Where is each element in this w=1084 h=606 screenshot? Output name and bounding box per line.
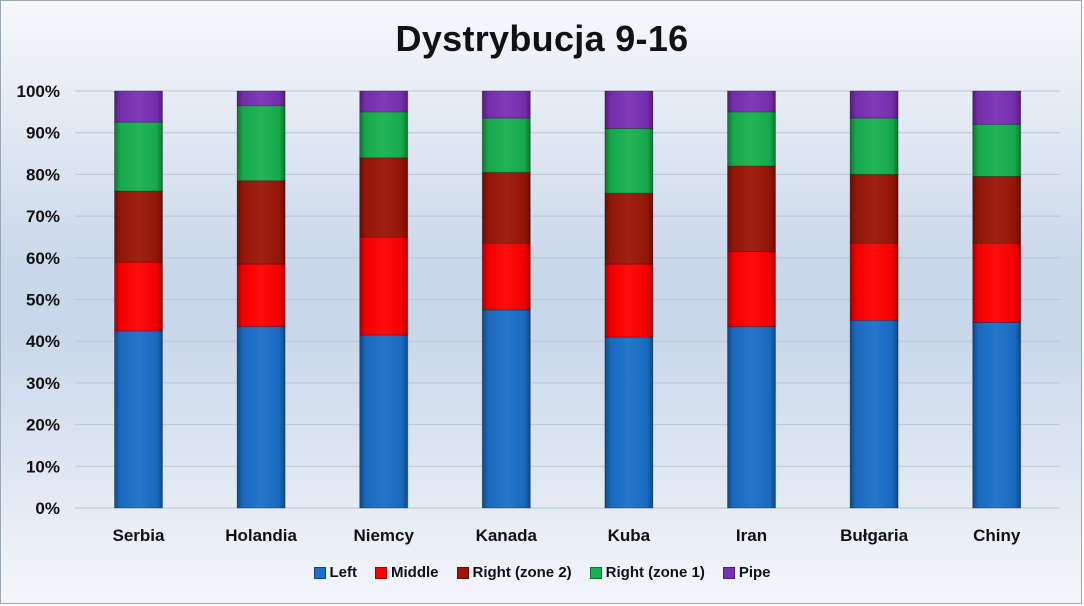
x-category-label: Chiny [973, 526, 1021, 545]
bar-segment-shade [481, 117, 531, 173]
x-category-label: Niemcy [353, 526, 414, 545]
legend-label: Middle [391, 564, 439, 581]
legend-label: Left [329, 564, 358, 581]
bar-segment-shade [114, 121, 163, 192]
legend-item: Right (zone 1) [589, 564, 705, 581]
y-axis-ticks: 0% 10% 20% 30% 40% 50% 60% 70% 80% 90% 100% [17, 82, 60, 518]
bar-segment-shade [972, 90, 1022, 125]
bar-segment-shade [236, 180, 286, 265]
bar-segment-shade [972, 175, 1022, 244]
bar-segment-shade [972, 123, 1022, 177]
bar-segment-shade [359, 111, 409, 159]
legend-swatch [375, 566, 387, 579]
bar-segment-shade [604, 263, 654, 338]
legend-item: Right (zone 2) [456, 564, 572, 581]
legend-label: Right (zone 2) [472, 564, 572, 581]
bar-segment-shade [481, 171, 531, 244]
bar-segment-shade [604, 336, 654, 509]
legend-item: Middle [375, 564, 439, 581]
bar-segment-shade [849, 117, 899, 175]
y-tick-label: 30% [26, 374, 60, 393]
y-tick-label: 100% [17, 82, 60, 101]
y-tick-label: 90% [26, 124, 60, 143]
x-category-label: Holandia [225, 526, 297, 545]
y-tick-label: 40% [26, 332, 60, 351]
bar-segment-shade [727, 326, 776, 509]
legend-label: Right (zone 1) [605, 564, 705, 581]
bar-segment-shade [972, 321, 1022, 509]
legend-label: Pipe [738, 564, 771, 581]
y-tick-label: 10% [26, 457, 60, 476]
gridlines [75, 90, 1060, 509]
legend-item: Left [313, 564, 358, 581]
bar-segment-shade [604, 128, 654, 194]
bar-segment-shade [236, 105, 286, 182]
legend-swatch [313, 566, 326, 579]
bar-segment-shade [481, 309, 531, 509]
x-category-label: Serbia [113, 526, 166, 545]
legend-item: Pipe [722, 564, 771, 581]
y-tick-label: 80% [26, 165, 60, 184]
bar-segment-shade [114, 261, 163, 332]
bar-segment-shade [114, 90, 163, 123]
bar-segment-shade [849, 242, 899, 321]
bar-segment-shade [114, 190, 163, 263]
bar-segment-shade [604, 90, 654, 130]
bar-segment-shade [481, 90, 531, 119]
bar-segment-shade [359, 157, 409, 238]
bar-segment-shade [727, 111, 776, 167]
bar-segment-shade [849, 173, 899, 244]
bar-segment-shade [236, 90, 286, 107]
x-category-label: Bułgaria [840, 526, 909, 545]
legend-swatch [722, 566, 735, 579]
bar-segment-shade [727, 90, 776, 113]
bar-segment-shade [727, 165, 776, 253]
bar-segment-shade [481, 242, 531, 311]
legend-swatch [589, 566, 602, 579]
bar-segment-shade [236, 263, 286, 328]
bar-segment-shade [972, 242, 1022, 323]
y-tick-label: 0% [35, 499, 60, 518]
bar-segment-shade [849, 319, 899, 509]
bars [114, 90, 1022, 509]
bar-segment-shade [114, 330, 163, 509]
x-category-label: Iran [736, 526, 767, 545]
x-category-label: Kuba [608, 526, 651, 545]
bar-segment-shade [359, 334, 409, 509]
bar-segment-shade [849, 90, 899, 119]
legend-swatch [456, 566, 469, 579]
bar-segment-shade [604, 192, 654, 265]
bar-segment-shade [727, 251, 776, 328]
legend: Left Middle Right (zone 2) Right (zone 1) Pi… [0, 564, 1084, 581]
bar-segment-shade [359, 236, 409, 336]
y-tick-label: 50% [26, 291, 60, 310]
chart-title: Dystrybucja 9-16 [395, 18, 689, 59]
y-tick-label: 60% [26, 249, 60, 268]
bar-segment-shade [236, 326, 286, 509]
x-category-label: Kanada [476, 526, 538, 545]
y-tick-label: 70% [26, 207, 60, 226]
y-tick-label: 20% [26, 416, 60, 435]
x-axis-labels: Serbia Holandia Niemcy Kanada Kuba Iran Bułgar… [113, 526, 1021, 545]
bar-segment-shade [359, 90, 409, 113]
